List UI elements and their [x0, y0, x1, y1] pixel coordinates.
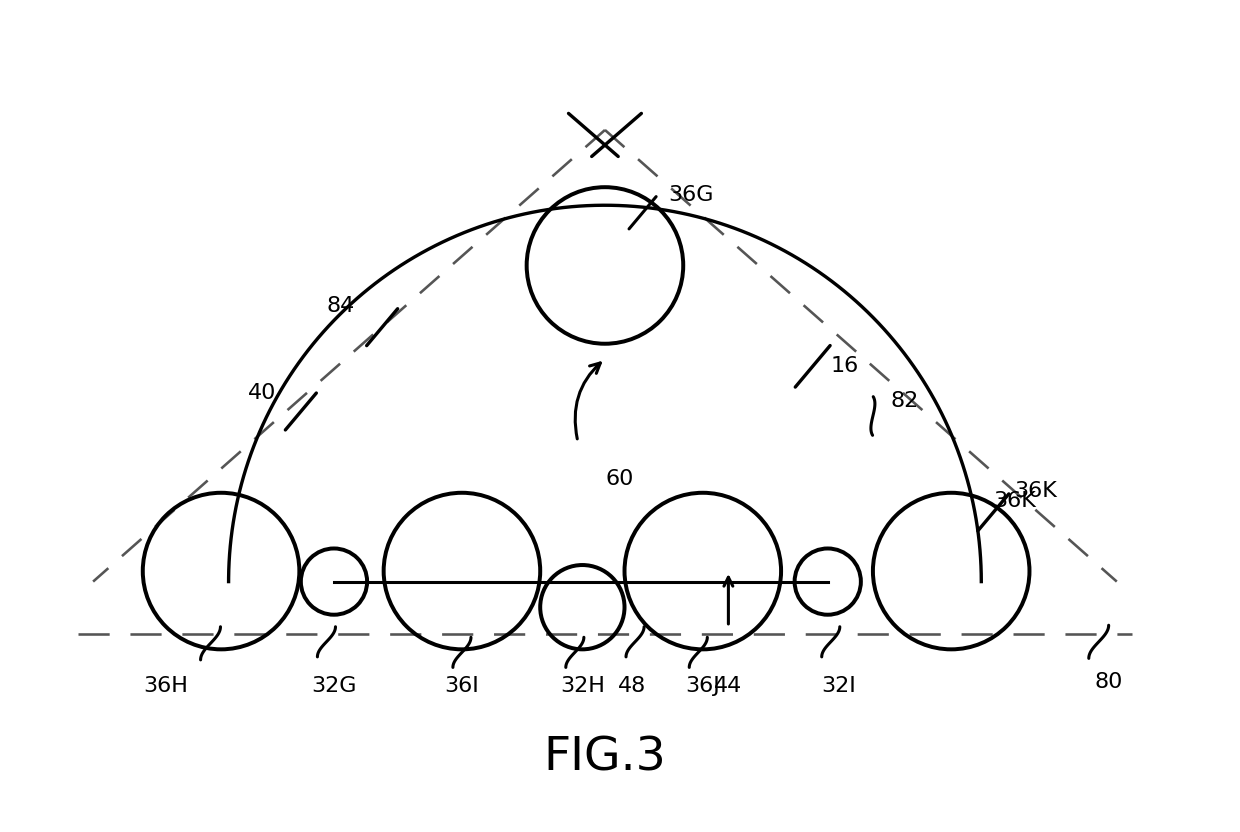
Text: 82: 82: [892, 391, 919, 411]
Text: 36H: 36H: [143, 676, 187, 696]
Text: 36I: 36I: [445, 676, 480, 696]
Text: 36G: 36G: [668, 186, 714, 206]
Text: 40: 40: [248, 384, 277, 404]
Text: 32I: 32I: [821, 676, 856, 696]
Text: 84: 84: [327, 296, 355, 316]
Text: 36K: 36K: [1014, 481, 1058, 501]
Text: 48: 48: [618, 676, 646, 696]
Text: 44: 44: [714, 676, 743, 696]
Text: 32H: 32H: [560, 676, 605, 696]
Text: 32G: 32G: [311, 676, 357, 696]
Text: 16: 16: [831, 356, 859, 376]
Text: 80: 80: [1094, 672, 1122, 692]
Text: FIG.3: FIG.3: [543, 735, 666, 780]
Text: 36J: 36J: [686, 676, 720, 696]
Text: 36K: 36K: [993, 491, 1035, 512]
Text: 60: 60: [606, 468, 634, 488]
